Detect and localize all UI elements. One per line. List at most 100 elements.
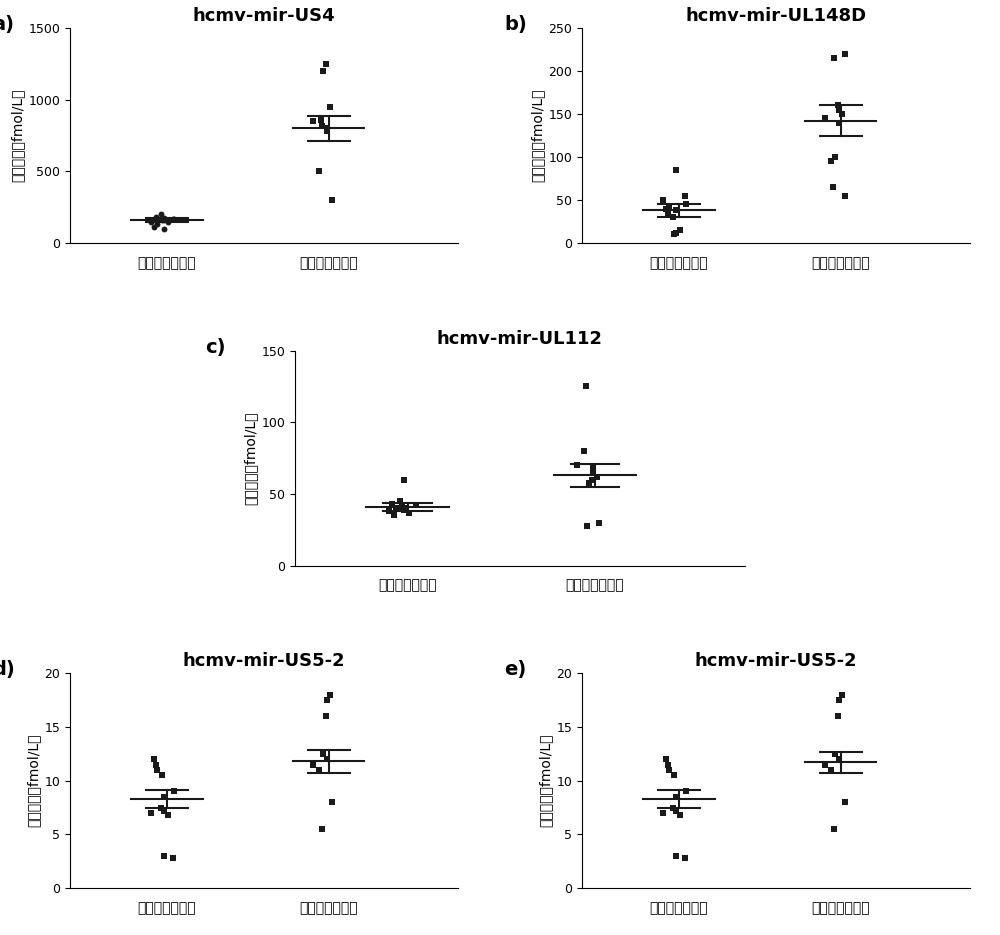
- Point: [668, 789, 684, 804]
- Point: [658, 201, 674, 216]
- Point: [830, 709, 846, 724]
- Point: [146, 752, 162, 767]
- Point: [834, 107, 850, 122]
- Y-axis label: 绦对含量（fmol/L）: 绦对含量（fmol/L）: [243, 411, 257, 505]
- Point: [666, 227, 682, 242]
- Point: [165, 851, 181, 866]
- Point: [153, 207, 169, 222]
- Text: 干扰素治疗无效: 干扰素治疗无效: [299, 256, 358, 270]
- Point: [149, 762, 165, 777]
- Point: [322, 99, 338, 114]
- Text: 干扰素治疗有效: 干扰素治疗有效: [138, 901, 196, 915]
- Text: 干扰素治疗有效: 干扰素治疗有效: [138, 256, 196, 270]
- Point: [165, 212, 181, 227]
- Point: [668, 203, 684, 218]
- Text: 干扰素治疗有效: 干扰素治疗有效: [378, 579, 437, 593]
- Point: [148, 209, 164, 224]
- Text: 干扰素治疗无效: 干扰素治疗无效: [299, 901, 358, 915]
- Point: [827, 150, 843, 165]
- Point: [581, 475, 597, 490]
- Title: hcmv-mir-UL112: hcmv-mir-UL112: [437, 330, 603, 348]
- Point: [401, 505, 417, 520]
- Point: [394, 499, 410, 514]
- Point: [660, 757, 676, 772]
- Text: a): a): [0, 15, 14, 35]
- Point: [305, 757, 321, 772]
- Point: [313, 112, 329, 127]
- Point: [661, 199, 677, 214]
- Point: [396, 472, 412, 487]
- Point: [146, 220, 162, 235]
- Y-axis label: 绦对含量（fmol/L）: 绦对含量（fmol/L）: [530, 89, 544, 182]
- Point: [166, 784, 182, 798]
- Point: [305, 114, 321, 129]
- Point: [668, 225, 684, 240]
- Point: [831, 693, 847, 708]
- Point: [825, 180, 841, 194]
- Text: 干扰素治疗有效: 干扰素治疗有效: [650, 901, 708, 915]
- Point: [831, 115, 847, 130]
- Point: [668, 803, 684, 818]
- Point: [817, 757, 833, 772]
- Point: [584, 472, 600, 487]
- Point: [661, 762, 677, 777]
- Point: [831, 752, 847, 767]
- Point: [578, 379, 594, 394]
- Point: [156, 803, 172, 818]
- Point: [384, 496, 400, 511]
- Title: hcmv-mir-US4: hcmv-mir-US4: [193, 7, 335, 25]
- Text: 干扰素治疗无效: 干扰素治疗无效: [811, 256, 870, 270]
- Point: [156, 849, 172, 864]
- Point: [677, 851, 693, 866]
- Point: [827, 746, 843, 761]
- Point: [823, 762, 839, 777]
- Point: [823, 154, 839, 169]
- Point: [311, 164, 327, 179]
- Point: [837, 795, 853, 810]
- Point: [665, 209, 681, 224]
- Point: [315, 746, 331, 761]
- Title: hcmv-mir-US5-2: hcmv-mir-US5-2: [695, 653, 857, 670]
- Point: [160, 215, 176, 230]
- Point: [319, 121, 335, 136]
- Point: [678, 784, 694, 798]
- Text: d): d): [0, 660, 15, 680]
- Point: [589, 469, 605, 484]
- Point: [666, 768, 682, 783]
- Text: 干扰素治疗无效: 干扰素治疗无效: [566, 579, 624, 593]
- Point: [826, 50, 842, 65]
- Point: [324, 795, 340, 810]
- Point: [156, 789, 172, 804]
- Point: [837, 47, 853, 62]
- Point: [569, 458, 585, 473]
- Point: [388, 501, 404, 516]
- Point: [319, 752, 335, 767]
- Point: [665, 800, 681, 815]
- Y-axis label: 绦对含量（fmol/L）: 绦对含量（fmol/L）: [26, 734, 40, 827]
- Point: [154, 768, 170, 783]
- Point: [396, 501, 412, 516]
- Text: b): b): [504, 15, 527, 35]
- Text: 干扰素治疗有效: 干扰素治疗有效: [650, 256, 708, 270]
- Point: [153, 800, 169, 815]
- Point: [318, 56, 334, 71]
- Point: [655, 193, 671, 208]
- Point: [311, 762, 327, 777]
- Point: [672, 808, 688, 823]
- Point: [156, 212, 172, 227]
- Point: [160, 808, 176, 823]
- Point: [324, 193, 340, 208]
- Point: [826, 822, 842, 837]
- Point: [156, 222, 172, 237]
- Point: [837, 188, 853, 203]
- Point: [143, 805, 159, 821]
- Point: [677, 188, 693, 203]
- Point: [149, 217, 165, 232]
- Y-axis label: 绦对含量（fmol/L）: 绦对含量（fmol/L）: [10, 89, 24, 182]
- Point: [830, 98, 846, 113]
- Point: [678, 197, 694, 212]
- Point: [831, 102, 847, 117]
- Point: [322, 687, 338, 702]
- Point: [585, 461, 601, 476]
- Point: [396, 502, 412, 517]
